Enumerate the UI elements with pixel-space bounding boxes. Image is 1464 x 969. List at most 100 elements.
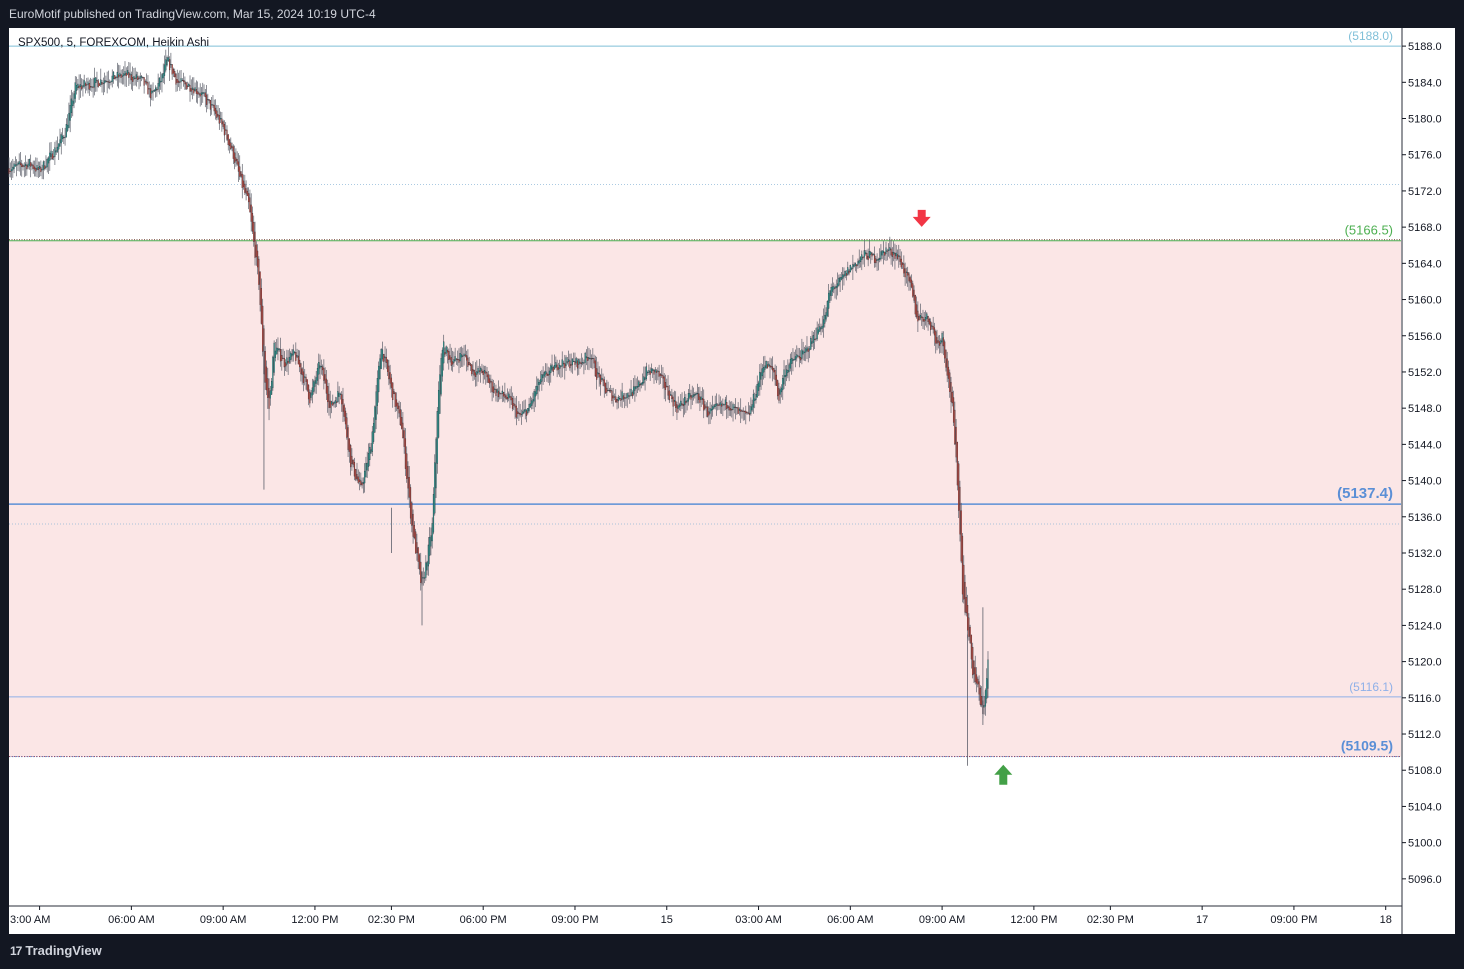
- candle[interactable]: [531, 397, 533, 410]
- candle[interactable]: [696, 383, 698, 404]
- candle[interactable]: [550, 363, 552, 383]
- candle[interactable]: [305, 373, 307, 390]
- candle[interactable]: [431, 517, 433, 549]
- candle[interactable]: [743, 410, 746, 421]
- candle[interactable]: [876, 253, 878, 272]
- candle[interactable]: [831, 277, 834, 296]
- candle[interactable]: [35, 157, 37, 177]
- candle[interactable]: [930, 318, 932, 336]
- candle[interactable]: [471, 364, 473, 377]
- candle[interactable]: [694, 392, 696, 399]
- candle[interactable]: [234, 145, 236, 170]
- candle[interactable]: [111, 69, 113, 88]
- candle[interactable]: [761, 364, 763, 386]
- candle[interactable]: [624, 392, 626, 409]
- candle[interactable]: [151, 84, 153, 101]
- candle[interactable]: [198, 87, 200, 98]
- candle[interactable]: [338, 386, 340, 405]
- candle[interactable]: [53, 149, 55, 161]
- candle[interactable]: [946, 351, 948, 383]
- candle[interactable]: [425, 555, 427, 581]
- candle[interactable]: [218, 108, 220, 130]
- candle[interactable]: [542, 366, 544, 385]
- candle[interactable]: [917, 301, 919, 333]
- candle[interactable]: [60, 132, 62, 155]
- candle[interactable]: [940, 338, 942, 353]
- candle[interactable]: [944, 339, 946, 364]
- candle[interactable]: [277, 337, 279, 361]
- candle[interactable]: [574, 352, 576, 371]
- candle[interactable]: [862, 256, 864, 265]
- candle[interactable]: [499, 386, 501, 400]
- candle[interactable]: [811, 330, 813, 347]
- candle[interactable]: [307, 384, 310, 406]
- candle[interactable]: [483, 365, 486, 380]
- candle[interactable]: [476, 360, 478, 387]
- candle[interactable]: [684, 391, 686, 415]
- candle[interactable]: [258, 256, 260, 290]
- candle[interactable]: [93, 67, 96, 96]
- candle[interactable]: [92, 77, 94, 98]
- candle[interactable]: [77, 78, 79, 91]
- candle[interactable]: [695, 391, 697, 404]
- candle[interactable]: [881, 250, 883, 260]
- candle[interactable]: [951, 386, 953, 407]
- candle[interactable]: [364, 463, 366, 493]
- candle[interactable]: [960, 502, 962, 564]
- candle[interactable]: [27, 159, 29, 170]
- candle[interactable]: [596, 356, 598, 390]
- candle[interactable]: [78, 74, 80, 100]
- candle[interactable]: [621, 382, 623, 409]
- candle[interactable]: [185, 81, 187, 90]
- candle[interactable]: [124, 61, 126, 87]
- candle[interactable]: [213, 99, 215, 116]
- candle[interactable]: [714, 395, 716, 410]
- candle[interactable]: [174, 68, 176, 78]
- candle[interactable]: [519, 403, 521, 418]
- candle[interactable]: [886, 248, 888, 261]
- candle[interactable]: [668, 385, 670, 403]
- candle[interactable]: [415, 528, 417, 554]
- candle[interactable]: [97, 79, 99, 88]
- candle[interactable]: [107, 70, 110, 89]
- candle[interactable]: [636, 376, 639, 394]
- candle[interactable]: [390, 373, 393, 398]
- candle[interactable]: [733, 403, 735, 414]
- candle[interactable]: [109, 79, 111, 90]
- candle[interactable]: [403, 427, 405, 454]
- candle[interactable]: [589, 349, 591, 368]
- candle[interactable]: [446, 346, 449, 364]
- candle[interactable]: [209, 99, 212, 117]
- candle[interactable]: [406, 446, 408, 483]
- candle[interactable]: [898, 244, 900, 268]
- candle[interactable]: [437, 381, 440, 439]
- candle[interactable]: [100, 68, 102, 87]
- candle[interactable]: [569, 353, 571, 371]
- candle[interactable]: [639, 380, 641, 392]
- candle[interactable]: [140, 75, 143, 82]
- candle[interactable]: [398, 400, 400, 418]
- candle[interactable]: [700, 391, 702, 408]
- candle[interactable]: [936, 329, 938, 351]
- candle[interactable]: [849, 264, 851, 273]
- candle[interactable]: [300, 362, 302, 382]
- candle[interactable]: [207, 93, 209, 110]
- candle[interactable]: [237, 153, 240, 182]
- candle[interactable]: [220, 111, 222, 124]
- candle[interactable]: [330, 400, 333, 414]
- candle[interactable]: [172, 67, 175, 77]
- candle[interactable]: [494, 382, 496, 394]
- candle[interactable]: [803, 346, 806, 361]
- candle[interactable]: [17, 161, 19, 172]
- candle[interactable]: [477, 365, 479, 382]
- candle[interactable]: [242, 174, 245, 190]
- candle[interactable]: [505, 393, 507, 401]
- candle[interactable]: [777, 379, 779, 400]
- candle[interactable]: [74, 76, 76, 103]
- candle[interactable]: [347, 424, 349, 458]
- candle[interactable]: [402, 411, 404, 439]
- candle[interactable]: [426, 560, 428, 576]
- candle[interactable]: [47, 156, 50, 174]
- candle[interactable]: [745, 405, 747, 425]
- candle[interactable]: [105, 75, 107, 83]
